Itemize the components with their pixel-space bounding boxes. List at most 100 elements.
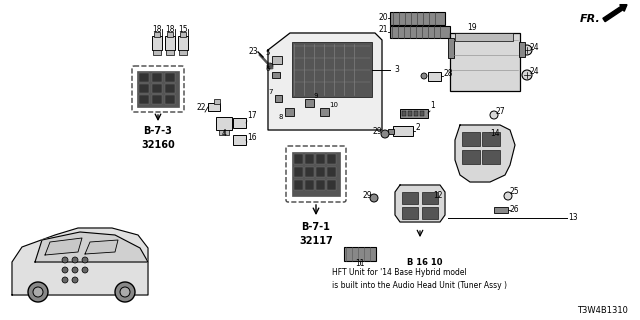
- Bar: [272, 72, 280, 78]
- Text: 5: 5: [266, 50, 270, 56]
- Bar: [153, 50, 161, 55]
- Bar: [167, 32, 173, 37]
- Circle shape: [522, 45, 532, 55]
- Text: 20: 20: [378, 13, 388, 22]
- Bar: [414, 111, 418, 116]
- Circle shape: [370, 194, 378, 202]
- Circle shape: [72, 277, 78, 283]
- Bar: [139, 84, 149, 93]
- Bar: [494, 207, 508, 213]
- Circle shape: [120, 287, 130, 297]
- Bar: [216, 117, 232, 130]
- Text: 27: 27: [496, 108, 506, 116]
- Polygon shape: [268, 33, 382, 130]
- Text: 24: 24: [530, 43, 540, 52]
- Text: 14: 14: [490, 129, 500, 138]
- Bar: [214, 99, 220, 104]
- Bar: [305, 99, 314, 107]
- Circle shape: [62, 257, 68, 263]
- Bar: [294, 154, 303, 164]
- Bar: [305, 154, 314, 164]
- Bar: [388, 129, 394, 134]
- Bar: [390, 26, 450, 38]
- Text: B 16 10: B 16 10: [407, 258, 443, 267]
- Bar: [316, 180, 325, 190]
- Text: 7: 7: [269, 89, 273, 95]
- Bar: [305, 180, 314, 190]
- Circle shape: [381, 130, 389, 138]
- Circle shape: [62, 267, 68, 273]
- Bar: [428, 72, 441, 81]
- Text: 29: 29: [372, 126, 382, 135]
- Text: 11: 11: [355, 260, 365, 268]
- Bar: [219, 130, 229, 135]
- FancyArrow shape: [603, 5, 627, 22]
- Text: 6: 6: [266, 66, 270, 72]
- Text: 26: 26: [510, 205, 520, 214]
- Bar: [152, 73, 162, 82]
- Polygon shape: [455, 125, 515, 182]
- Circle shape: [504, 192, 512, 200]
- Bar: [448, 38, 454, 58]
- Bar: [408, 111, 412, 116]
- Bar: [344, 247, 376, 261]
- Bar: [455, 33, 513, 41]
- Text: 12: 12: [433, 190, 442, 199]
- Text: 28: 28: [443, 69, 452, 78]
- Text: FR.: FR.: [580, 14, 601, 24]
- Bar: [327, 180, 336, 190]
- Bar: [165, 36, 175, 50]
- Bar: [165, 95, 175, 104]
- Bar: [152, 36, 162, 50]
- Bar: [139, 73, 149, 82]
- Text: 10: 10: [329, 102, 338, 108]
- Bar: [462, 150, 480, 164]
- Text: B-7-3
32160: B-7-3 32160: [141, 126, 175, 150]
- Bar: [400, 109, 428, 118]
- Text: 17: 17: [247, 110, 257, 119]
- Circle shape: [72, 267, 78, 273]
- Bar: [402, 207, 418, 219]
- Bar: [275, 95, 282, 102]
- Bar: [482, 132, 500, 146]
- Polygon shape: [395, 185, 445, 222]
- Bar: [462, 132, 480, 146]
- Circle shape: [522, 70, 532, 80]
- Bar: [420, 111, 424, 116]
- Text: 16: 16: [247, 133, 257, 142]
- Circle shape: [490, 111, 498, 119]
- Bar: [316, 154, 325, 164]
- Text: 13: 13: [568, 213, 578, 222]
- Polygon shape: [85, 240, 118, 254]
- Text: 18: 18: [152, 25, 162, 34]
- Bar: [450, 33, 520, 91]
- Circle shape: [82, 257, 88, 263]
- Bar: [180, 32, 186, 37]
- Text: 1: 1: [430, 101, 435, 110]
- Text: 25: 25: [510, 188, 520, 196]
- Text: HFT Unit for '14 Base Hybrid model
is built into the Audio Head Unit (Tuner Assy: HFT Unit for '14 Base Hybrid model is bu…: [332, 268, 507, 290]
- Bar: [422, 192, 438, 204]
- Circle shape: [72, 257, 78, 263]
- Bar: [482, 150, 500, 164]
- Bar: [137, 71, 179, 107]
- Bar: [154, 32, 160, 37]
- Text: 3: 3: [394, 66, 399, 75]
- Bar: [422, 207, 438, 219]
- Bar: [292, 152, 340, 196]
- Bar: [305, 167, 314, 177]
- Bar: [327, 154, 336, 164]
- Bar: [178, 36, 188, 50]
- Bar: [316, 167, 325, 177]
- Text: 2: 2: [415, 124, 420, 132]
- Bar: [294, 167, 303, 177]
- Polygon shape: [12, 228, 148, 295]
- Text: 4: 4: [221, 129, 227, 138]
- Text: 23: 23: [248, 47, 258, 57]
- Bar: [285, 108, 294, 116]
- Bar: [393, 126, 413, 136]
- Bar: [166, 50, 174, 55]
- Circle shape: [28, 282, 48, 302]
- Bar: [320, 108, 329, 116]
- Bar: [152, 95, 162, 104]
